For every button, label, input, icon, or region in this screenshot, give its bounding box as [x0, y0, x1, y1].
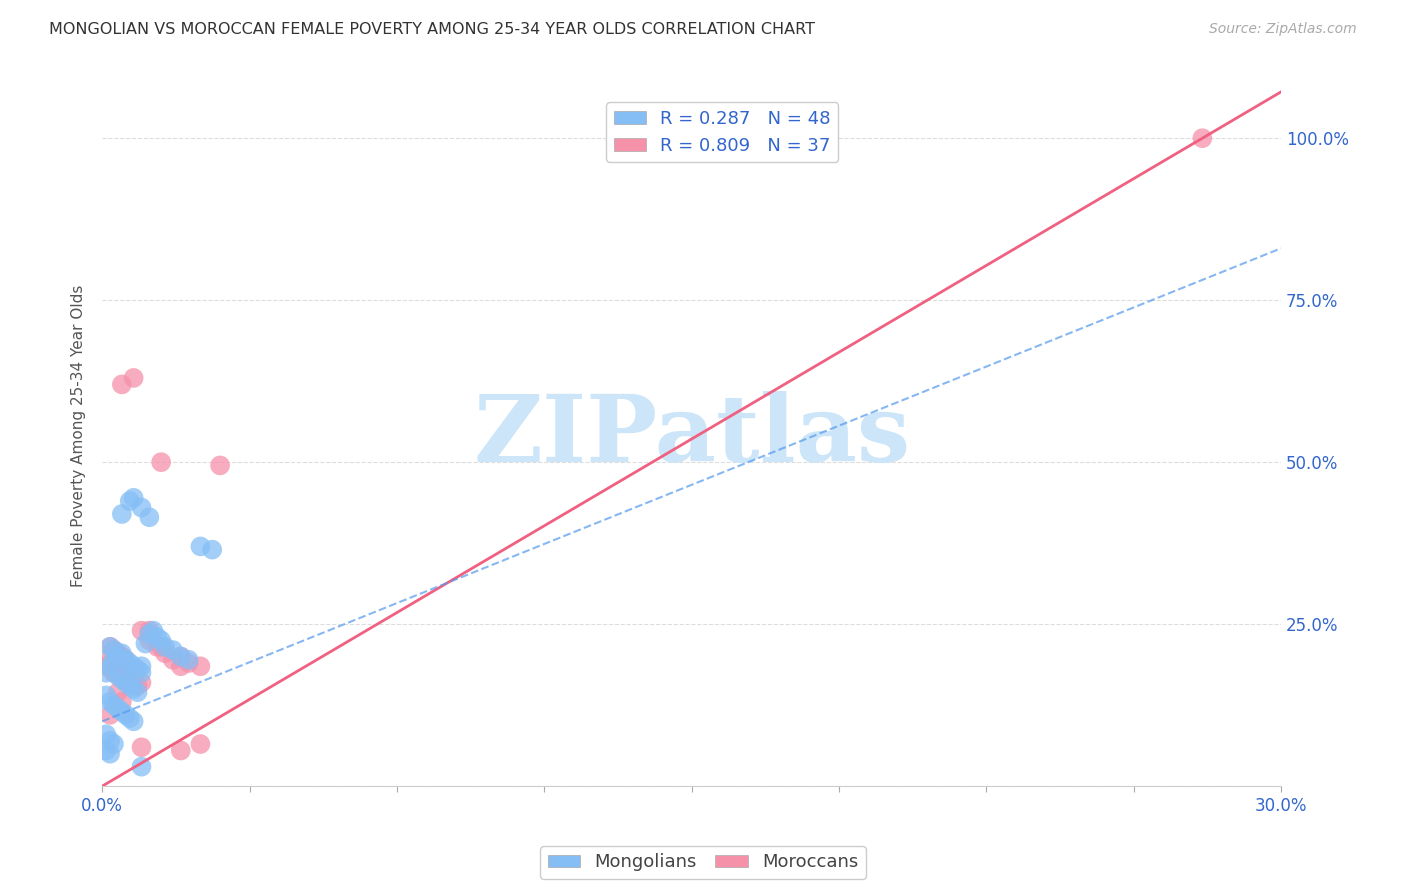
- Point: [122, 714, 145, 729]
- Point: [118, 679, 141, 693]
- Point: [111, 705, 134, 719]
- Point: [170, 743, 193, 757]
- Point: [98, 733, 121, 747]
- Point: [190, 737, 212, 751]
- Point: [94, 665, 117, 680]
- Point: [122, 681, 145, 696]
- Point: [131, 500, 153, 515]
- Point: [162, 643, 184, 657]
- Point: [98, 659, 121, 673]
- Point: [1191, 131, 1213, 145]
- Point: [103, 643, 125, 657]
- Point: [170, 659, 193, 673]
- Point: [103, 653, 125, 667]
- Point: [107, 669, 129, 683]
- Point: [177, 656, 200, 670]
- Point: [111, 646, 134, 660]
- Point: [138, 510, 160, 524]
- Point: [122, 491, 145, 505]
- Point: [114, 653, 136, 667]
- Point: [131, 624, 153, 638]
- Point: [94, 689, 117, 703]
- Point: [162, 653, 184, 667]
- Point: [98, 747, 121, 761]
- Point: [111, 649, 134, 664]
- Point: [146, 640, 169, 654]
- Text: Source: ZipAtlas.com: Source: ZipAtlas.com: [1209, 22, 1357, 37]
- Point: [142, 624, 165, 638]
- Point: [122, 659, 145, 673]
- Point: [111, 377, 134, 392]
- Point: [98, 640, 121, 654]
- Point: [150, 455, 173, 469]
- Point: [118, 656, 141, 670]
- Point: [150, 633, 173, 648]
- Point: [107, 685, 129, 699]
- Point: [94, 743, 117, 757]
- Point: [98, 707, 121, 722]
- Point: [107, 649, 129, 664]
- Point: [190, 540, 212, 554]
- Point: [111, 659, 134, 673]
- Point: [138, 627, 160, 641]
- Point: [94, 727, 117, 741]
- Point: [138, 633, 160, 648]
- Point: [150, 640, 173, 654]
- Point: [138, 624, 160, 638]
- Point: [131, 740, 153, 755]
- Point: [118, 665, 141, 680]
- Point: [94, 659, 117, 673]
- Point: [103, 698, 125, 713]
- Point: [122, 371, 145, 385]
- Point: [153, 646, 176, 660]
- Point: [134, 637, 156, 651]
- Point: [127, 679, 149, 693]
- Point: [111, 672, 134, 686]
- Point: [131, 760, 153, 774]
- Point: [131, 665, 153, 680]
- Point: [114, 675, 136, 690]
- Text: ZIPatlas: ZIPatlas: [472, 392, 910, 482]
- Point: [177, 653, 200, 667]
- Point: [146, 630, 169, 644]
- Point: [107, 701, 129, 715]
- Point: [114, 672, 136, 686]
- Point: [98, 695, 121, 709]
- Point: [127, 685, 149, 699]
- Point: [103, 665, 125, 680]
- Point: [98, 640, 121, 654]
- Point: [118, 494, 141, 508]
- Point: [118, 711, 141, 725]
- Point: [107, 646, 129, 660]
- Point: [103, 643, 125, 657]
- Y-axis label: Female Poverty Among 25-34 Year Olds: Female Poverty Among 25-34 Year Olds: [72, 285, 86, 588]
- Point: [103, 737, 125, 751]
- Point: [153, 640, 176, 654]
- Point: [111, 507, 134, 521]
- Legend: Mongolians, Moroccans: Mongolians, Moroccans: [540, 847, 866, 879]
- Point: [201, 542, 224, 557]
- Point: [190, 659, 212, 673]
- Text: MONGOLIAN VS MOROCCAN FEMALE POVERTY AMONG 25-34 YEAR OLDS CORRELATION CHART: MONGOLIAN VS MOROCCAN FEMALE POVERTY AMO…: [49, 22, 815, 37]
- Point: [170, 649, 193, 664]
- Point: [114, 707, 136, 722]
- Point: [131, 675, 153, 690]
- Point: [103, 665, 125, 680]
- Point: [107, 649, 129, 664]
- Point: [122, 672, 145, 686]
- Point: [209, 458, 232, 473]
- Point: [170, 649, 193, 664]
- Point: [98, 653, 121, 667]
- Point: [131, 659, 153, 673]
- Point: [127, 663, 149, 677]
- Legend: R = 0.287   N = 48, R = 0.809   N = 37: R = 0.287 N = 48, R = 0.809 N = 37: [606, 103, 838, 161]
- Point: [111, 695, 134, 709]
- Point: [114, 653, 136, 667]
